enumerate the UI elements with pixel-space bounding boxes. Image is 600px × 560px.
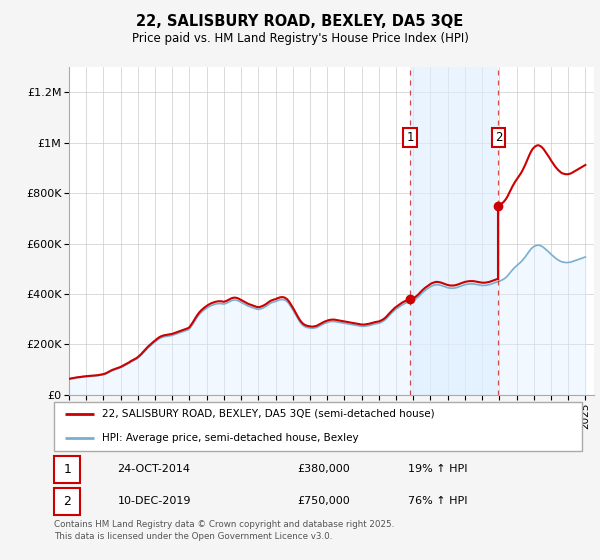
Text: 24-OCT-2014: 24-OCT-2014: [118, 464, 190, 474]
Text: 19% ↑ HPI: 19% ↑ HPI: [408, 464, 467, 474]
Text: Price paid vs. HM Land Registry's House Price Index (HPI): Price paid vs. HM Land Registry's House …: [131, 32, 469, 45]
Text: Contains HM Land Registry data © Crown copyright and database right 2025.
This d: Contains HM Land Registry data © Crown c…: [54, 520, 394, 541]
FancyBboxPatch shape: [54, 402, 582, 451]
Text: 22, SALISBURY ROAD, BEXLEY, DA5 3QE (semi-detached house): 22, SALISBURY ROAD, BEXLEY, DA5 3QE (sem…: [101, 409, 434, 419]
Text: £750,000: £750,000: [297, 496, 350, 506]
Text: £380,000: £380,000: [297, 464, 350, 474]
FancyBboxPatch shape: [54, 456, 80, 483]
Text: 10-DEC-2019: 10-DEC-2019: [118, 496, 191, 506]
Text: 22, SALISBURY ROAD, BEXLEY, DA5 3QE: 22, SALISBURY ROAD, BEXLEY, DA5 3QE: [136, 14, 464, 29]
Text: 2: 2: [495, 131, 502, 144]
Bar: [410, 67, 499, 395]
Text: 1: 1: [406, 131, 414, 144]
Text: 1: 1: [63, 463, 71, 476]
Text: 76% ↑ HPI: 76% ↑ HPI: [408, 496, 467, 506]
Text: HPI: Average price, semi-detached house, Bexley: HPI: Average price, semi-detached house,…: [101, 433, 358, 444]
FancyBboxPatch shape: [54, 488, 80, 515]
Text: 2: 2: [63, 494, 71, 508]
